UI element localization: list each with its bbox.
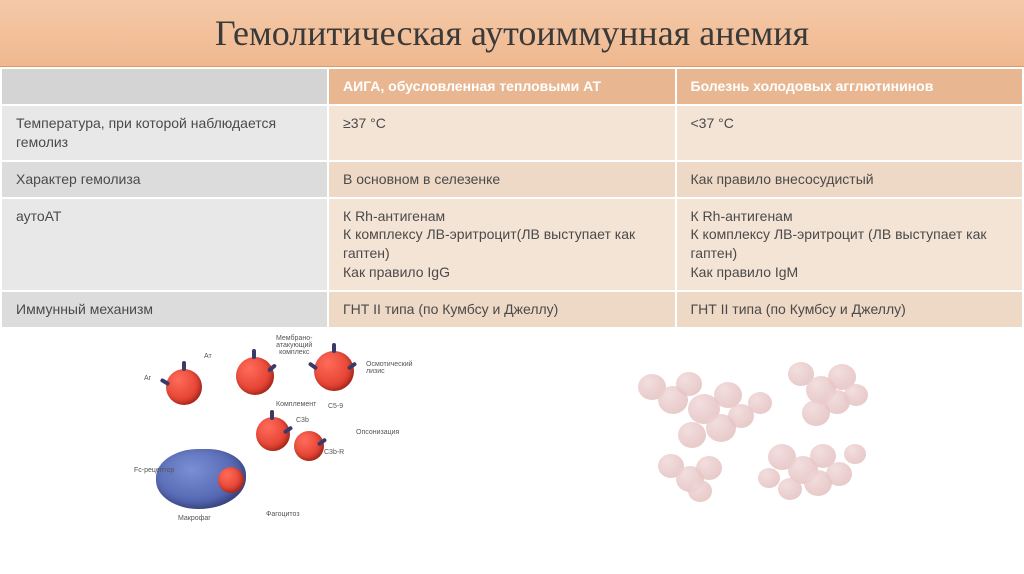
slide: Гемолитическая аутоиммунная анемия АИГА,… [0, 0, 1024, 574]
cell-label: аутоАТ [1, 198, 328, 292]
table-header-row: АИГА, обусловленная тепловыми АТ Болезнь… [1, 68, 1023, 105]
label-osmo: Осмотический лизис [366, 361, 413, 375]
erythrocyte-icon [218, 467, 244, 493]
erythrocyte-icon [294, 431, 324, 461]
title-bar: Гемолитическая аутоиммунная анемия [0, 0, 1024, 67]
cell-value: К Rh-антигенам К комплексу ЛВ-эритроцит(… [328, 198, 675, 292]
cell-value: <37 °С [676, 105, 1024, 161]
label-mak: Мембрано- атакующий комплекс [276, 335, 312, 356]
erythrocyte-icon [236, 357, 274, 395]
label-at: Ат [204, 353, 212, 360]
cell-value: Как правило внесосудистый [676, 161, 1024, 198]
erythrocyte-icon [256, 417, 290, 451]
cell-value: В основном в селезенке [328, 161, 675, 198]
label-phago: Фагоцитоз [266, 511, 300, 518]
diagram-area: Аг Ат Мембрано- атакующий комплекс Осмот… [0, 329, 1024, 539]
table-row: аутоАТ К Rh-антигенам К комплексу ЛВ-эри… [1, 198, 1023, 292]
label-macrophage: Макрофаг [178, 515, 211, 522]
slide-title: Гемолитическая аутоиммунная анемия [60, 12, 964, 54]
label-c5c9: C5-9 [328, 403, 343, 410]
header-cold: Болезнь холодовых агглютининов [676, 68, 1024, 105]
header-empty [1, 68, 328, 105]
erythrocyte-icon [166, 369, 202, 405]
label-fc: Fc-рецептор [134, 467, 174, 474]
cell-value: ГНТ II типа (по Кумбсу и Джеллу) [328, 291, 675, 328]
header-warm: АИГА, обусловленная тепловыми АТ [328, 68, 675, 105]
agglutination-smear [618, 344, 898, 524]
table-row: Температура, при которой наблюдается гем… [1, 105, 1023, 161]
table-row: Характер гемолиза В основном в селезенке… [1, 161, 1023, 198]
cell-value: ≥37 °С [328, 105, 675, 161]
cell-value: К Rh-антигенам К комплексу ЛВ-эритроцит … [676, 198, 1024, 292]
label-complement: Комплемент [276, 401, 316, 408]
erythrocyte-icon [314, 351, 354, 391]
cell-label: Иммунный механизм [1, 291, 328, 328]
cell-label: Характер гемолиза [1, 161, 328, 198]
table-body: Температура, при которой наблюдается гем… [1, 105, 1023, 328]
cell-label: Температура, при которой наблюдается гем… [1, 105, 328, 161]
table-row: Иммунный механизм ГНТ II типа (по Кумбсу… [1, 291, 1023, 328]
label-c3b: C3b [296, 417, 309, 424]
label-c3br: C3b-R [324, 449, 344, 456]
label-opson: Опсонизация [356, 429, 399, 436]
comparison-table: АИГА, обусловленная тепловыми АТ Болезнь… [0, 67, 1024, 329]
mechanism-diagram: Аг Ат Мембрано- атакующий комплекс Осмот… [126, 339, 446, 529]
cell-value: ГНТ II типа (по Кумбсу и Джеллу) [676, 291, 1024, 328]
label-ag: Аг [144, 375, 151, 382]
